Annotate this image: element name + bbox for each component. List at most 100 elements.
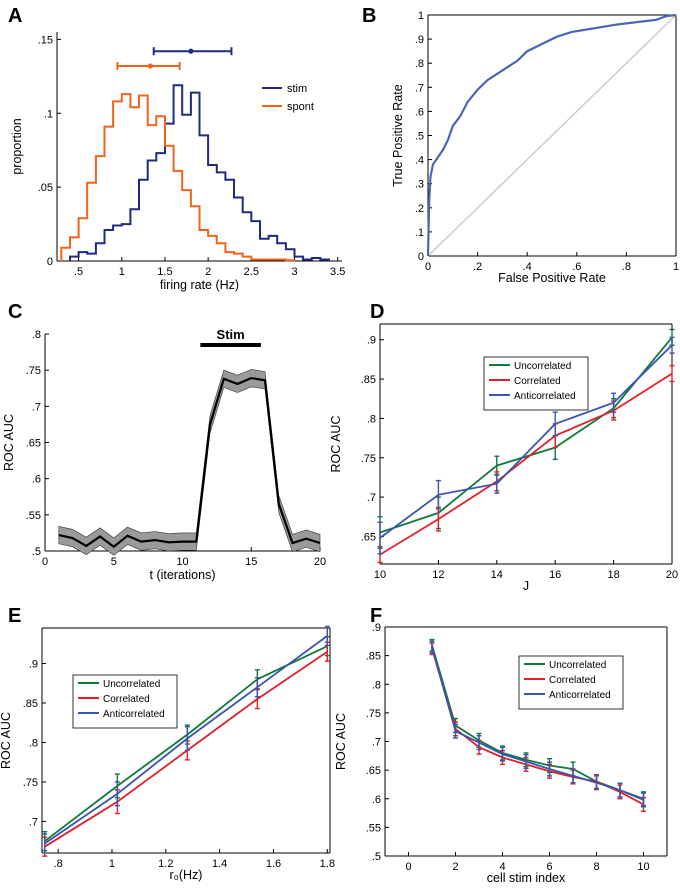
x-tick-label: 0 (405, 861, 411, 873)
y-tick-label: .6 (372, 794, 381, 806)
x-tick-label: 2.5 (244, 266, 259, 278)
panel-label-b: B (362, 5, 376, 27)
legend-label: Anticorrelated (103, 709, 165, 720)
histogram-spont (60, 93, 296, 262)
error-band (58, 369, 321, 556)
x-tick-label: 16 (549, 569, 561, 581)
y-axis-label: ROC AUC (0, 712, 13, 769)
x-tick-label: 1.6 (266, 858, 281, 870)
legend-label: spont (287, 101, 314, 113)
y-tick-label: .9 (367, 335, 376, 347)
legend-label: Uncorrelated (549, 660, 606, 671)
legend-label: Correlated (514, 376, 561, 387)
y-tick-label: .85 (23, 698, 38, 710)
y-tick-label: .9 (372, 622, 381, 634)
y-axis-label: ROC AUC (2, 414, 16, 471)
x-tick-label: 1.2 (158, 858, 173, 870)
y-tick-label: .55 (26, 510, 41, 522)
y-tick-label: .7 (415, 82, 424, 94)
y-tick-label: .7 (29, 816, 38, 828)
y-tick-label: .75 (26, 365, 41, 377)
legend-label: Correlated (103, 694, 150, 705)
panel-label-c: C (8, 301, 22, 323)
x-tick-label: 20 (666, 569, 678, 581)
x-axis-label: cell stim index (487, 871, 566, 885)
roc-curve (426, 13, 677, 257)
legend-label: Uncorrelated (103, 679, 160, 690)
x-tick-label: 14 (491, 569, 503, 581)
mean-line (58, 376, 321, 549)
legend-label: Correlated (549, 675, 596, 686)
histogram-stim (69, 84, 330, 261)
panel-label-a: A (8, 5, 22, 27)
y-tick-label: .65 (366, 765, 381, 777)
y-tick-label: .65 (26, 438, 41, 450)
x-tick-label: 1.5 (157, 266, 172, 278)
x-tick-label: 20 (314, 556, 326, 568)
series-line-correlated (379, 372, 673, 556)
y-tick-label: .9 (29, 659, 38, 671)
x-tick-label: 1.8 (320, 858, 335, 870)
mean-marker-stim (188, 48, 194, 54)
y-tick-label: .1 (415, 227, 424, 239)
y-tick-label: .6 (32, 474, 41, 486)
legend-label: stim (287, 83, 307, 95)
y-tick-label: 0 (47, 256, 53, 268)
y-tick-label: .75 (361, 453, 376, 465)
legend-label: Anticorrelated (514, 391, 576, 402)
y-axis-label: True Positive Rate (391, 84, 405, 186)
y-tick-label: .7 (372, 737, 381, 749)
x-tick-label: 8 (593, 861, 599, 873)
panel-b-roc-curve: 0 .2 .4 .6 .8 1 0 .1 .2 .3 .4 .5 .6 .7 .8 .9 1 False Posi… (391, 10, 679, 285)
legend-label: Uncorrelated (514, 361, 571, 372)
x-tick-label: 5 (111, 556, 117, 568)
x-tick-label: 4 (499, 861, 505, 873)
x-tick-label: 2 (205, 266, 211, 278)
y-tick-label: .4 (415, 155, 424, 167)
x-axis-label: firing rate (Hz) (160, 278, 239, 292)
x-tick-label: .5 (74, 266, 83, 278)
y-tick-label: .6 (415, 106, 424, 118)
x-tick-label: 1 (119, 266, 125, 278)
y-axis-label: ROC AUC (334, 713, 348, 770)
x-axis-label: r₀(Hz) (170, 868, 203, 882)
y-tick-label: .8 (367, 413, 376, 425)
y-tick-label: .8 (32, 329, 41, 341)
panel-d-auc-vs-j: 10 12 14 16 18 20 .65 .7 .75 .8 .85 .9 J ROC AUC Uncor… (329, 323, 678, 593)
y-tick-label: 0 (418, 251, 424, 263)
x-tick-label: 10 (176, 556, 188, 568)
y-axis-label: proportion (10, 118, 24, 174)
y-tick-label: .8 (415, 58, 424, 70)
y-tick-label: .65 (361, 531, 376, 543)
panel-label-d: D (370, 301, 384, 323)
x-tick-label: .2 (473, 261, 482, 273)
x-axis-label: t (iterations) (150, 568, 216, 582)
y-tick-label: .3 (415, 179, 424, 191)
y-tick-label: .9 (415, 34, 424, 46)
panel-e-auc-vs-r0: .8 1 1.2 1.4 1.6 1.8 .7 .75 .8 .85 .9 r₀(Hz) ROC AUC… (0, 625, 335, 882)
x-tick-label: .8 (622, 261, 631, 273)
y-tick-label: .05 (38, 182, 53, 194)
y-tick-label: .55 (366, 822, 381, 834)
x-tick-label: .4 (523, 261, 532, 273)
y-tick-label: .5 (415, 131, 424, 143)
y-tick-label: .75 (23, 777, 38, 789)
series-line-anticorrelated (431, 646, 644, 801)
x-tick-label: 12 (432, 569, 444, 581)
x-tick-label: 3.5 (330, 266, 345, 278)
y-tick-label: .1 (44, 108, 53, 120)
panel-c-auc-timecourse: 0 5 10 15 20 .5 .55 .6 .65 .7 .75 .8 t (iterations) R… (2, 327, 326, 582)
legend-label: Anticorrelated (549, 690, 611, 701)
x-tick-label: .6 (572, 261, 581, 273)
x-tick-label: 10 (374, 569, 386, 581)
y-axis-label: ROC AUC (329, 416, 343, 473)
x-tick-label: 1 (673, 261, 679, 273)
y-tick-label: .75 (366, 708, 381, 720)
y-tick-label: .85 (366, 651, 381, 663)
x-tick-label: 2 (452, 861, 458, 873)
chance-diagonal (427, 14, 677, 257)
y-tick-label: .7 (367, 492, 376, 504)
x-tick-label: 10 (637, 861, 649, 873)
y-tick-label: .8 (372, 679, 381, 691)
x-tick-label: 0 (425, 261, 431, 273)
